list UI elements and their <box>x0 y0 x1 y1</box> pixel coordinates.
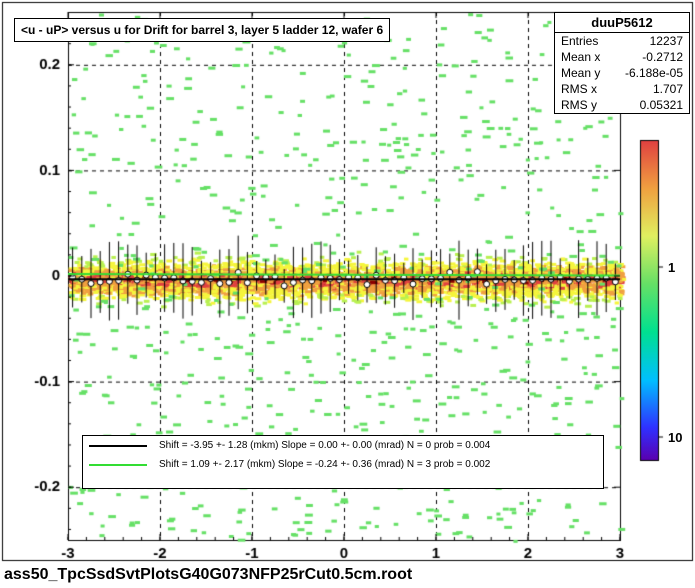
stats-label: Mean x <box>561 50 600 64</box>
colorbar-tick-label: 1 <box>668 260 675 275</box>
plot-title: <u - uP> versus u for Drift for barrel 3… <box>14 18 390 42</box>
stats-histogram-name: duuP5612 <box>555 13 689 33</box>
stats-value: 12237 <box>650 34 683 48</box>
legend-row: Shift = -3.95 +- 1.28 (mkm) Slope = 0.00… <box>83 436 603 455</box>
stats-value: 1.707 <box>653 82 683 96</box>
legend-row: Shift = 1.09 +- 2.17 (mkm) Slope = -0.24… <box>83 455 603 474</box>
stats-value: -0.2712 <box>642 50 683 64</box>
stats-row: Mean x -0.2712 <box>555 49 689 65</box>
stats-label: RMS x <box>561 82 597 96</box>
stats-row: RMS y 0.05321 <box>555 97 689 113</box>
stats-label: Entries <box>561 34 598 48</box>
legend-text: Shift = -3.95 +- 1.28 (mkm) Slope = 0.00… <box>159 440 490 451</box>
stats-value: 0.05321 <box>640 98 683 112</box>
stats-row: RMS x 1.707 <box>555 81 689 97</box>
legend-swatch <box>89 445 147 447</box>
stats-box: duuP5612 Entries12237Mean x-0.2712Mean y… <box>554 12 690 114</box>
footer-filename: ass50_TpcSsdSvtPlotsG40G073NFP25rCut0.5c… <box>4 566 412 584</box>
stats-row: Mean y -6.188e-05 <box>555 65 689 81</box>
fit-legend: Shift = -3.95 +- 1.28 (mkm) Slope = 0.00… <box>82 435 604 489</box>
stats-value: -6.188e-05 <box>625 66 683 80</box>
stats-label: Mean y <box>561 66 600 80</box>
stats-row: Entries 12237 <box>555 33 689 49</box>
colorbar-tick-label: 10 <box>668 430 682 445</box>
plot-title-text: <u - uP> versus u for Drift for barrel 3… <box>21 23 383 37</box>
legend-swatch <box>89 464 147 466</box>
stats-label: RMS y <box>561 98 597 112</box>
footer-text: ass50_TpcSsdSvtPlotsG40G073NFP25rCut0.5c… <box>4 566 412 583</box>
legend-text: Shift = 1.09 +- 2.17 (mkm) Slope = -0.24… <box>159 459 490 470</box>
